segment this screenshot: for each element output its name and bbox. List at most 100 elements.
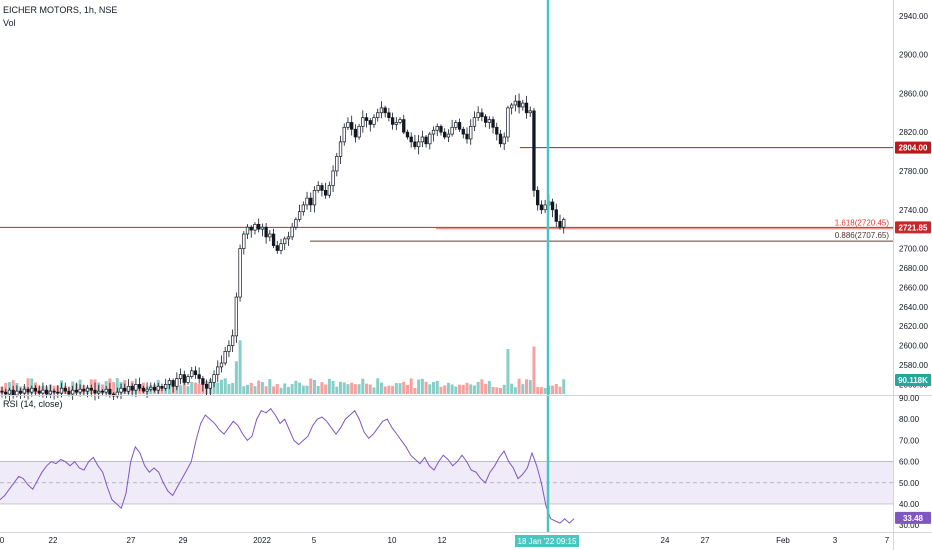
candle <box>554 203 558 228</box>
candle <box>361 110 365 133</box>
level-price-tag: 2804.00 <box>895 141 931 154</box>
candle <box>428 131 432 150</box>
candle <box>242 231 246 255</box>
candle <box>305 191 309 210</box>
candle <box>123 383 127 394</box>
candle <box>372 114 376 128</box>
time-tick: Feb <box>776 536 790 545</box>
candle <box>483 114 488 128</box>
candle <box>457 118 462 132</box>
candle <box>294 217 298 230</box>
candle <box>409 132 413 148</box>
volume-bar <box>353 384 357 394</box>
volume-bar <box>257 380 261 394</box>
volume-bar <box>376 378 380 394</box>
candle <box>167 377 172 390</box>
rsi-tick: 60.00 <box>899 458 920 467</box>
candle <box>52 388 56 400</box>
volume-bar <box>521 384 525 394</box>
candle <box>513 95 518 112</box>
candle <box>178 368 183 385</box>
time-tick: 24 <box>661 536 670 545</box>
volume-bar <box>513 387 517 394</box>
rsi-tick: 30.00 <box>899 521 920 530</box>
price-tick: 2780.00 <box>899 167 928 176</box>
candle <box>130 383 134 397</box>
price-tick: 2700.00 <box>899 245 928 254</box>
time-tick: 27 <box>127 536 136 545</box>
price-tick: 2940.00 <box>899 12 928 21</box>
volume-bar <box>428 384 432 394</box>
candle <box>193 366 198 379</box>
candle <box>509 102 514 115</box>
candle <box>476 106 480 122</box>
candle <box>550 198 555 218</box>
candle <box>495 122 499 141</box>
candle <box>431 126 436 142</box>
candle <box>301 201 305 216</box>
volume-label: Vol <box>3 18 16 28</box>
candle <box>33 385 38 396</box>
volume-bar <box>260 382 264 394</box>
volume-bar <box>502 384 506 394</box>
candle <box>346 117 350 130</box>
candle <box>465 127 469 144</box>
volume-bar <box>342 382 346 394</box>
volume-bar <box>413 387 417 394</box>
volume-bar <box>242 386 246 394</box>
volume-bar <box>517 378 521 394</box>
volume-bar <box>487 381 491 394</box>
volume-bar <box>417 379 421 394</box>
candle <box>461 126 465 139</box>
candle <box>234 292 239 343</box>
candle <box>260 223 265 237</box>
candle <box>521 99 525 111</box>
candle <box>197 367 201 384</box>
volume-bar <box>446 382 450 394</box>
volume-bar <box>365 383 369 394</box>
fib-1618-label: 1.618(2720.45) <box>835 219 890 228</box>
candle <box>204 379 209 396</box>
time-tick: 2022 <box>253 536 271 545</box>
candle <box>212 370 216 388</box>
candle <box>297 204 302 222</box>
candle <box>424 134 428 148</box>
volume-bar <box>234 361 238 394</box>
candle <box>71 385 75 400</box>
volume-bar <box>361 378 365 394</box>
candle <box>89 384 93 397</box>
candles <box>0 93 566 402</box>
volume-bar <box>454 386 458 394</box>
candle <box>253 222 257 235</box>
volume-bar <box>443 385 447 394</box>
volume-bar <box>536 387 540 394</box>
volume-bar <box>219 379 223 394</box>
candle <box>532 107 536 197</box>
volume-bar <box>223 378 227 394</box>
svg-text:33.48: 33.48 <box>903 514 924 523</box>
volume-bar <box>409 378 413 394</box>
price-tags: 2804.00 2721.85 90.118K 33.48 18 Jan '22 09:… <box>515 141 931 547</box>
candle <box>353 124 358 143</box>
candle <box>376 108 380 122</box>
candle <box>390 112 395 130</box>
candle <box>97 384 101 399</box>
volume-bar <box>510 383 514 394</box>
rsi-tick: 70.00 <box>899 436 920 445</box>
volume-bar <box>316 385 320 394</box>
volume-bar <box>339 381 343 394</box>
price-tick: 2860.00 <box>899 89 928 98</box>
candle <box>249 225 253 238</box>
candle <box>238 244 242 302</box>
candle <box>264 222 268 244</box>
candle <box>327 181 332 199</box>
volume-bar <box>394 383 398 394</box>
candle <box>405 129 410 140</box>
candle <box>379 101 384 119</box>
volume-bar <box>309 378 313 394</box>
rsi-line <box>0 407 575 524</box>
candle <box>257 218 261 233</box>
rsi-path <box>0 407 575 524</box>
